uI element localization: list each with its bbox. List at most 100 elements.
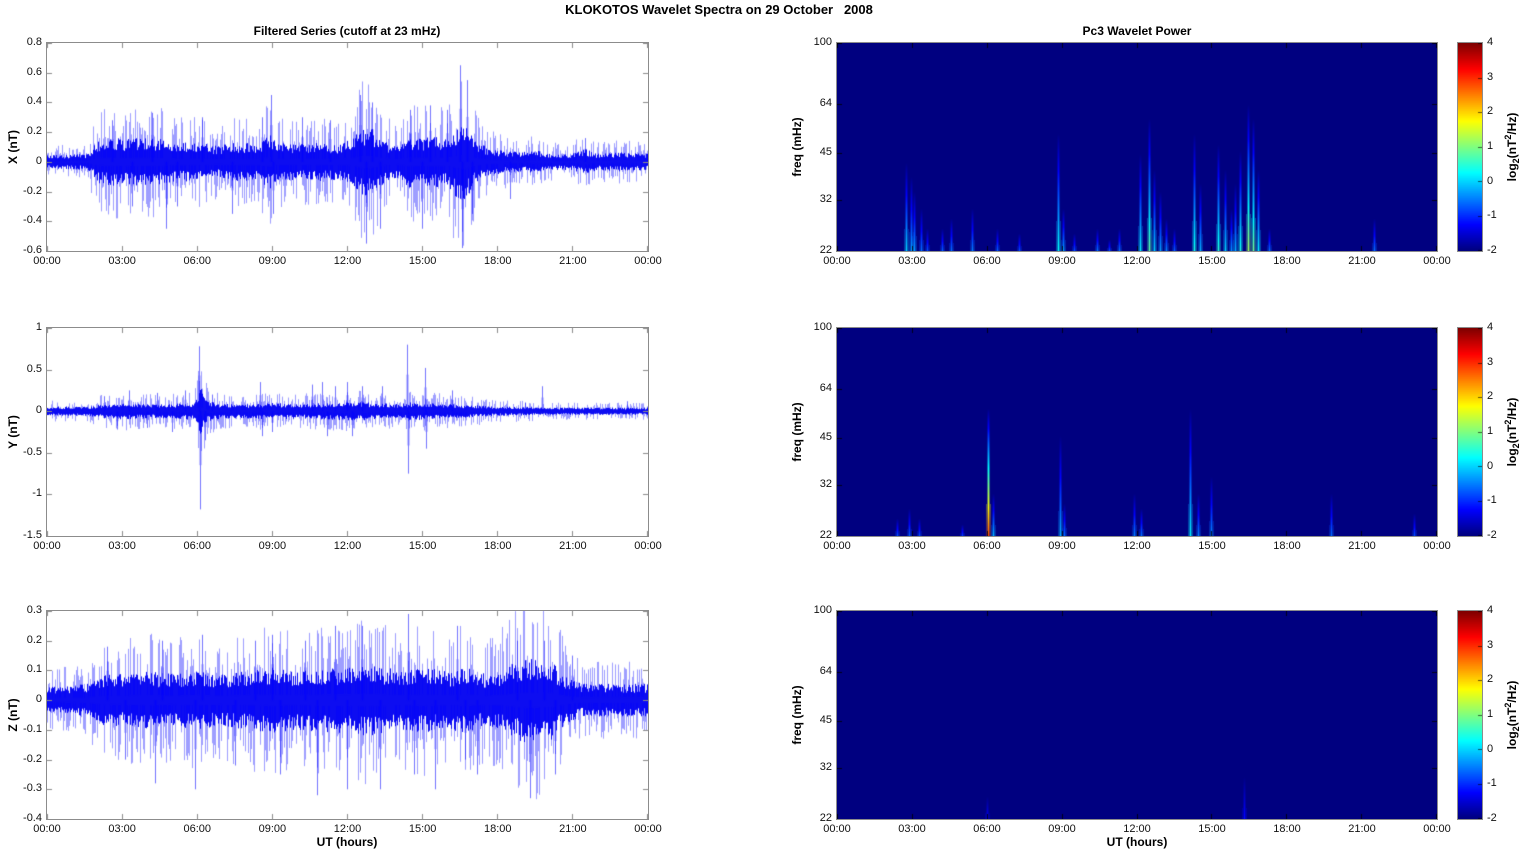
x-tick-label: 00:00 [33,255,61,267]
x-tick-label: 00:00 [33,823,61,835]
colorbar-row3 [1457,610,1483,820]
x-tick-label: 18:00 [1273,823,1301,835]
colorbar-row1 [1457,42,1483,252]
colorbar-tick-label: -1 [1487,494,1497,507]
y-tick-label: 45 [819,430,832,443]
x-tick-label: 15:00 [408,540,437,552]
x-tick-label: 09:00 [1048,823,1076,835]
x-tick-label: 15:00 [1198,255,1226,267]
y-tick-label: -0.4 [23,214,42,227]
y-tick-label: 0.1 [26,663,42,676]
x-tick-label: 15:00 [408,823,437,835]
y-tick-label: 32 [819,760,832,773]
x-tick-label: 21:00 [559,823,587,835]
y-tick-label: 100 [813,604,832,616]
x-tick-label: 00:00 [823,540,851,552]
x-tick-label: 12:00 [333,255,362,267]
x-tick-label: 18:00 [483,255,512,267]
y-tick-label: -0.4 [23,812,42,824]
colorbar-tick-label: -1 [1487,777,1497,790]
x-tick-label: 12:00 [333,540,362,552]
x-tick-label: 00:00 [33,540,61,552]
x-tick-label: 00:00 [1423,540,1451,552]
x-tick-label: 06:00 [183,823,212,835]
colorbar-tick-label: 2 [1487,390,1494,403]
x-tick-label: 03:00 [898,540,926,552]
x-tick-label: 09:00 [258,823,287,835]
y-tick-label: 64 [819,665,832,678]
y-tick-label: -0.2 [23,752,42,765]
x-tick-label: 03:00 [898,823,926,835]
x-tick-label: 21:00 [1348,540,1376,552]
x-tick-label: 03:00 [108,823,136,835]
cb-label-sub: 2 [1511,726,1522,732]
y-tick-label: -1.5 [23,529,42,541]
colorbar-tick-label: 0 [1487,742,1494,755]
y-tick-label: 0 [35,693,42,706]
x-tick-label: 06:00 [973,540,1001,552]
timeseries-y-panel [46,327,649,537]
y-tick-label: -0.5 [23,445,42,458]
y-tick-label: 1 [35,321,42,333]
x-tick-label: 06:00 [973,255,1001,267]
x-tick-label: 03:00 [108,540,136,552]
cb-label-sup: 2 [1502,134,1513,140]
timeseries-x-plot [47,43,648,251]
timeseries-x-panel [46,42,649,252]
colorbar-tick-label: 0 [1487,459,1494,472]
x-tick-label: 18:00 [483,540,512,552]
x-tick-label: 03:00 [898,255,926,267]
colorbar-tick-label: 1 [1487,708,1494,720]
spectrogram-z-plot [837,611,1437,819]
colorbar-tick-label: 2 [1487,673,1494,686]
y-tick-label: -0.1 [23,722,42,735]
y-tick-label: 0.5 [26,362,42,375]
colorbar-tick-label: 0 [1487,174,1494,187]
x-tick-label: 21:00 [559,255,587,267]
x-tick-label: 12:00 [1123,823,1151,835]
x-tick-label: 00:00 [823,823,851,835]
colorbar-tick-label: -2 [1487,529,1497,541]
y-tick-label: 0.3 [26,604,42,616]
colorbar-row2 [1457,327,1483,537]
spectrogram-x-plot [837,43,1437,251]
colorbar-row2-gradient [1458,328,1482,536]
spectrogram-z-panel [836,610,1438,820]
xlabel-left: UT (hours) [316,835,378,849]
colorbar-tick-label: 3 [1487,355,1494,368]
spectrogram-x-panel [836,42,1438,252]
right-column-title: Pc3 Wavelet Power [1082,24,1192,38]
y-tick-label: 0.8 [26,36,42,48]
colorbar-row1-gradient [1458,43,1482,251]
x-tick-label: 21:00 [1348,823,1376,835]
x-tick-label: 09:00 [1048,255,1076,267]
y-tick-label: -0.6 [23,244,42,256]
y-tick-label: -0.2 [23,184,42,197]
y-tick-label: 0 [35,154,42,167]
y-tick-label: 45 [819,713,832,726]
y-tick-label: 45 [819,145,832,158]
x-tick-label: 00:00 [1423,823,1451,835]
timeseries-z-plot [47,611,648,819]
x-tick-label: 06:00 [183,540,212,552]
y-tick-label: -0.3 [23,782,42,795]
colorbar-tick-label: 4 [1487,36,1494,48]
y-tick-label: 64 [819,97,832,110]
ylabel-y-nt: Y (nT) [6,415,20,449]
x-tick-label: 00:00 [634,823,662,835]
x-tick-label: 18:00 [1273,255,1301,267]
cb-label-sup: 2 [1502,702,1513,708]
colorbar-tick-label: 4 [1487,321,1494,333]
x-tick-label: 15:00 [408,255,437,267]
x-tick-label: 03:00 [108,255,136,267]
y-tick-label: -1 [32,487,42,500]
y-tick-label: 64 [819,382,832,395]
x-tick-label: 15:00 [1198,823,1226,835]
x-tick-label: 21:00 [559,540,587,552]
y-tick-label: 0.4 [26,95,42,108]
left-column-title: Filtered Series (cutoff at 23 mHz) [253,24,441,38]
y-tick-label: 22 [819,244,832,256]
y-tick-label: 100 [813,321,832,333]
x-tick-label: 00:00 [823,255,851,267]
